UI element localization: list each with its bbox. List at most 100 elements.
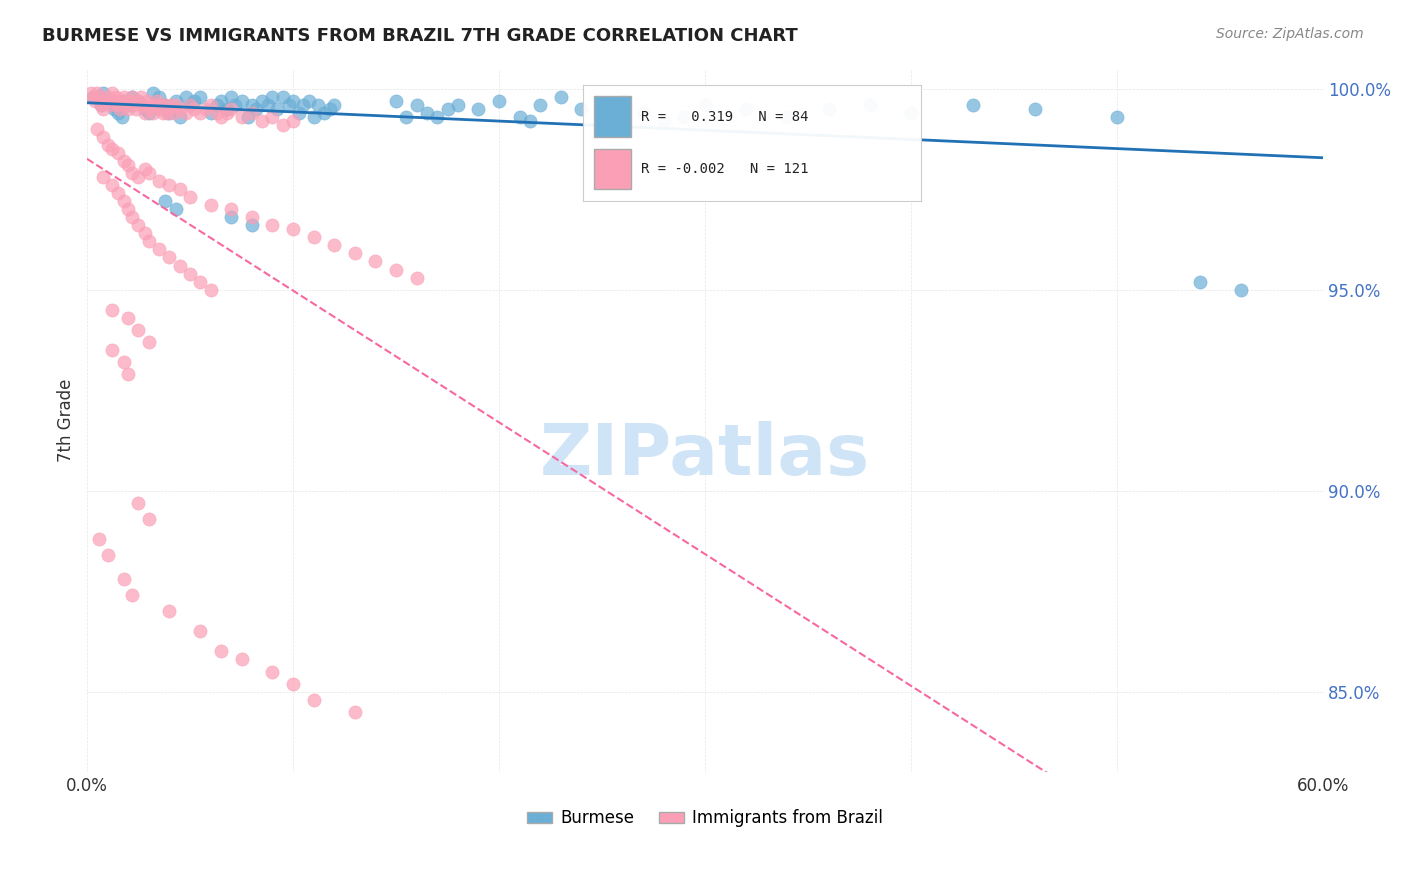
Point [103, 102, 125, 116]
Point [200, 97, 222, 112]
Point [188, 275, 211, 289]
Point [962, 97, 984, 112]
Point [1229, 283, 1251, 297]
Point [84, 94, 107, 108]
Point [236, 110, 259, 124]
Point [405, 97, 427, 112]
Point [162, 105, 184, 120]
Point [292, 97, 315, 112]
Point [859, 97, 882, 112]
Point [250, 94, 273, 108]
Point [135, 94, 157, 108]
Point [262, 110, 284, 124]
Point [231, 652, 253, 666]
Point [205, 97, 228, 112]
Point [157, 251, 180, 265]
Point [121, 588, 143, 602]
Point [571, 102, 593, 116]
Point [1024, 102, 1046, 116]
Point [100, 86, 122, 100]
Point [128, 170, 150, 185]
Point [121, 89, 143, 103]
Point [112, 153, 135, 168]
Point [288, 105, 311, 120]
Point [188, 105, 211, 120]
Point [148, 243, 170, 257]
Point [195, 102, 218, 116]
Point [117, 158, 139, 172]
Point [104, 89, 127, 103]
Point [219, 102, 242, 116]
Point [100, 142, 122, 156]
Point [817, 102, 839, 116]
Point [277, 97, 299, 112]
Legend: Burmese, Immigrants from Brazil: Burmese, Immigrants from Brazil [520, 803, 890, 834]
Point [266, 102, 288, 116]
Point [138, 512, 160, 526]
Point [509, 110, 531, 124]
Point [302, 230, 325, 244]
Point [281, 94, 304, 108]
Point [183, 94, 205, 108]
Point [633, 105, 655, 120]
Point [900, 105, 922, 120]
Point [224, 97, 246, 112]
Point [209, 110, 232, 124]
Point [183, 102, 205, 116]
Point [298, 94, 321, 108]
Point [100, 343, 122, 357]
Point [488, 94, 510, 108]
Point [364, 254, 387, 268]
Point [174, 105, 197, 120]
FancyBboxPatch shape [593, 149, 631, 189]
Point [169, 259, 191, 273]
Point [131, 97, 153, 112]
Point [111, 110, 134, 124]
Point [93, 129, 115, 144]
Point [612, 94, 634, 108]
Point [103, 94, 125, 108]
Point [86, 86, 108, 100]
Point [157, 604, 180, 618]
Point [112, 89, 135, 103]
Point [281, 222, 304, 236]
Point [108, 102, 131, 116]
Point [169, 110, 191, 124]
Point [385, 94, 408, 108]
Point [735, 102, 758, 116]
Point [97, 548, 120, 562]
Point [302, 692, 325, 706]
Point [281, 676, 304, 690]
Y-axis label: 7th Grade: 7th Grade [58, 378, 75, 462]
Point [169, 102, 191, 116]
Point [94, 94, 117, 108]
Point [93, 170, 115, 185]
Point [416, 105, 439, 120]
Point [138, 166, 160, 180]
Point [128, 323, 150, 337]
Point [146, 94, 169, 108]
Point [121, 89, 143, 103]
Point [776, 110, 799, 124]
Point [100, 302, 122, 317]
Point [307, 97, 329, 112]
Point [93, 102, 115, 116]
Point [157, 105, 180, 120]
Point [302, 110, 325, 124]
Text: Source: ZipAtlas.com: Source: ZipAtlas.com [1216, 27, 1364, 41]
Point [271, 89, 294, 103]
Point [219, 202, 242, 217]
Text: BURMESE VS IMMIGRANTS FROM BRAZIL 7TH GRADE CORRELATION CHART: BURMESE VS IMMIGRANTS FROM BRAZIL 7TH GR… [42, 27, 799, 45]
Point [319, 102, 342, 116]
Point [86, 121, 108, 136]
Point [89, 89, 111, 103]
Point [120, 94, 142, 108]
Point [117, 102, 139, 116]
Point [165, 94, 187, 108]
Point [257, 97, 280, 112]
Point [240, 211, 263, 225]
Point [80, 86, 103, 100]
Point [97, 89, 120, 103]
Point [156, 105, 179, 120]
Point [90, 97, 112, 112]
